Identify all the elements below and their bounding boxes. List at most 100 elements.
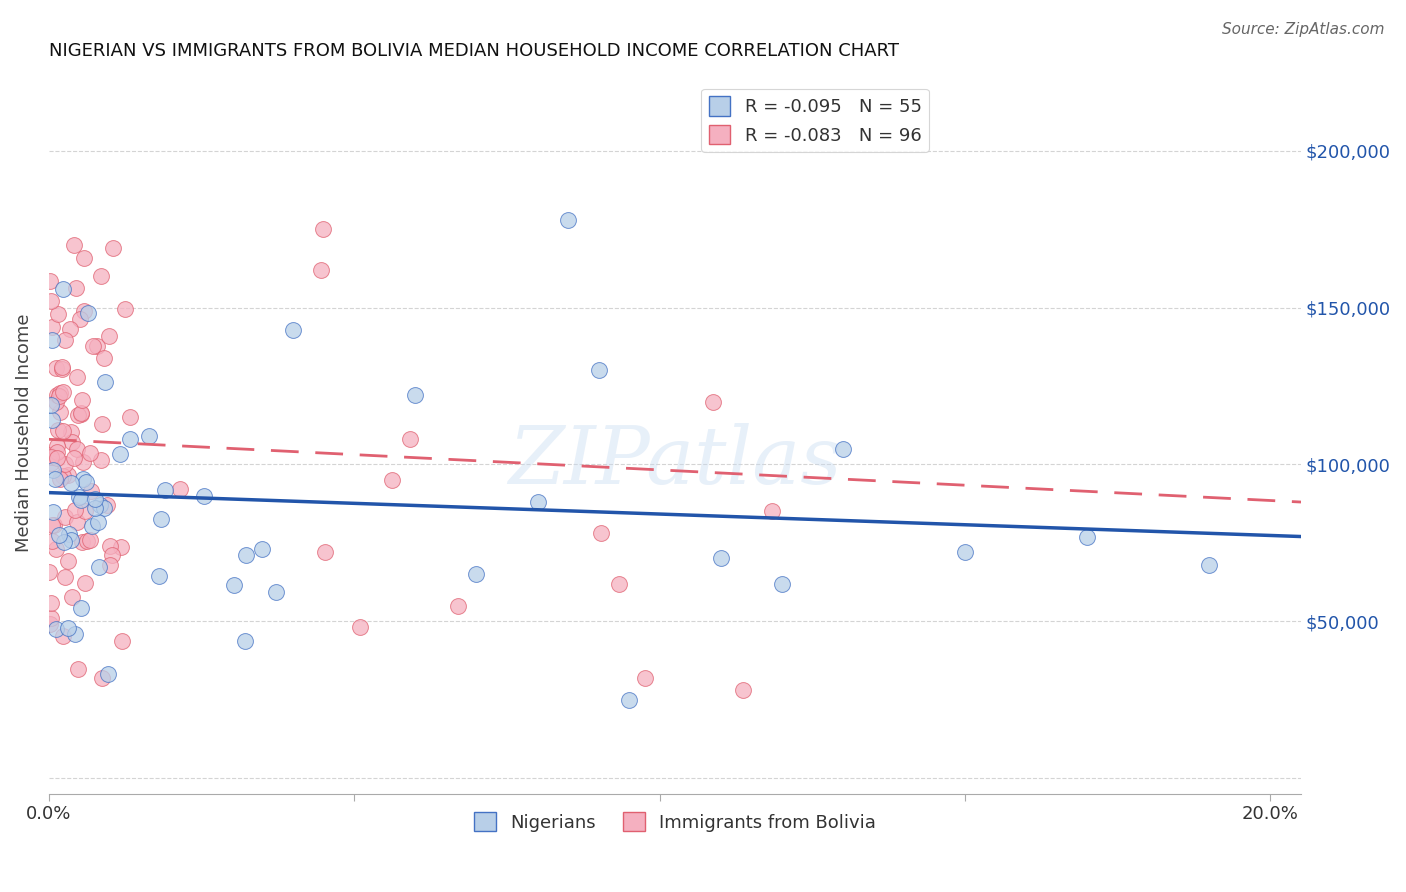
Point [63,237,86,252]
Point [526,495,548,509]
Point [250,542,273,557]
Point [45,361,67,376]
Point [96,498,118,512]
Point [591,526,613,541]
Point [832,442,855,456]
Point [447,599,470,613]
Point [70,600,93,615]
Point [222,578,245,592]
Point [70,492,93,507]
Point [52,424,75,438]
Point [110,541,132,555]
Point [76,534,98,549]
Point [56,554,79,568]
Point [72,455,94,469]
Point [1198,558,1220,572]
Point [38,274,60,288]
Point [51,362,73,376]
Point [77,306,100,320]
Point [557,212,579,227]
Point [41,320,63,334]
Point [56,621,79,635]
Point [45,445,67,459]
Point [619,692,641,706]
Point [52,629,75,643]
Point [53,333,76,347]
Point [150,512,173,526]
Point [46,439,69,453]
Point [48,388,70,402]
Point [82,339,104,353]
Point [41,463,63,477]
Point [39,450,62,464]
Point [94,375,117,389]
Point [66,408,89,422]
Point [100,548,122,562]
Point [70,406,93,420]
Point [49,386,72,401]
Point [79,446,101,460]
Point [264,585,287,599]
Point [314,545,336,559]
Point [42,517,65,532]
Point [91,671,114,685]
Point [381,473,404,487]
Point [38,448,60,462]
Point [153,483,176,497]
Point [634,671,657,685]
Point [65,281,87,295]
Point [75,504,97,518]
Point [465,567,488,582]
Point [349,620,371,634]
Point [63,626,86,640]
Point [120,432,142,446]
Point [108,447,131,461]
Point [66,442,89,457]
Point [53,510,76,524]
Point [39,293,62,308]
Point [193,490,215,504]
Point [399,433,422,447]
Point [46,423,69,437]
Text: ZIPatlas: ZIPatlas [508,423,842,500]
Point [51,359,73,374]
Point [733,683,755,698]
Point [75,475,97,490]
Point [66,370,89,384]
Point [49,405,72,419]
Point [79,533,101,547]
Point [52,282,75,296]
Point [588,363,610,377]
Point [41,505,63,519]
Point [66,662,89,676]
Point [59,475,82,490]
Point [58,527,80,541]
Point [58,468,80,483]
Text: NIGERIAN VS IMMIGRANTS FROM BOLIVIA MEDIAN HOUSEHOLD INCOME CORRELATION CHART: NIGERIAN VS IMMIGRANTS FROM BOLIVIA MEDI… [49,42,898,60]
Point [52,385,75,400]
Point [98,558,121,572]
Point [761,504,783,518]
Point [89,269,111,284]
Point [73,576,96,591]
Point [87,515,110,529]
Point [53,457,76,471]
Point [41,333,63,347]
Point [84,501,107,516]
Point [60,533,83,547]
Point [39,611,62,625]
Point [283,322,305,336]
Point [60,590,83,604]
Point [1076,529,1098,543]
Point [44,472,66,486]
Point [120,410,142,425]
Point [45,623,67,637]
Point [93,500,115,515]
Point [39,596,62,610]
Point [148,568,170,582]
Point [41,413,63,427]
Point [39,456,62,470]
Point [69,311,91,326]
Point [45,388,67,402]
Point [235,548,257,562]
